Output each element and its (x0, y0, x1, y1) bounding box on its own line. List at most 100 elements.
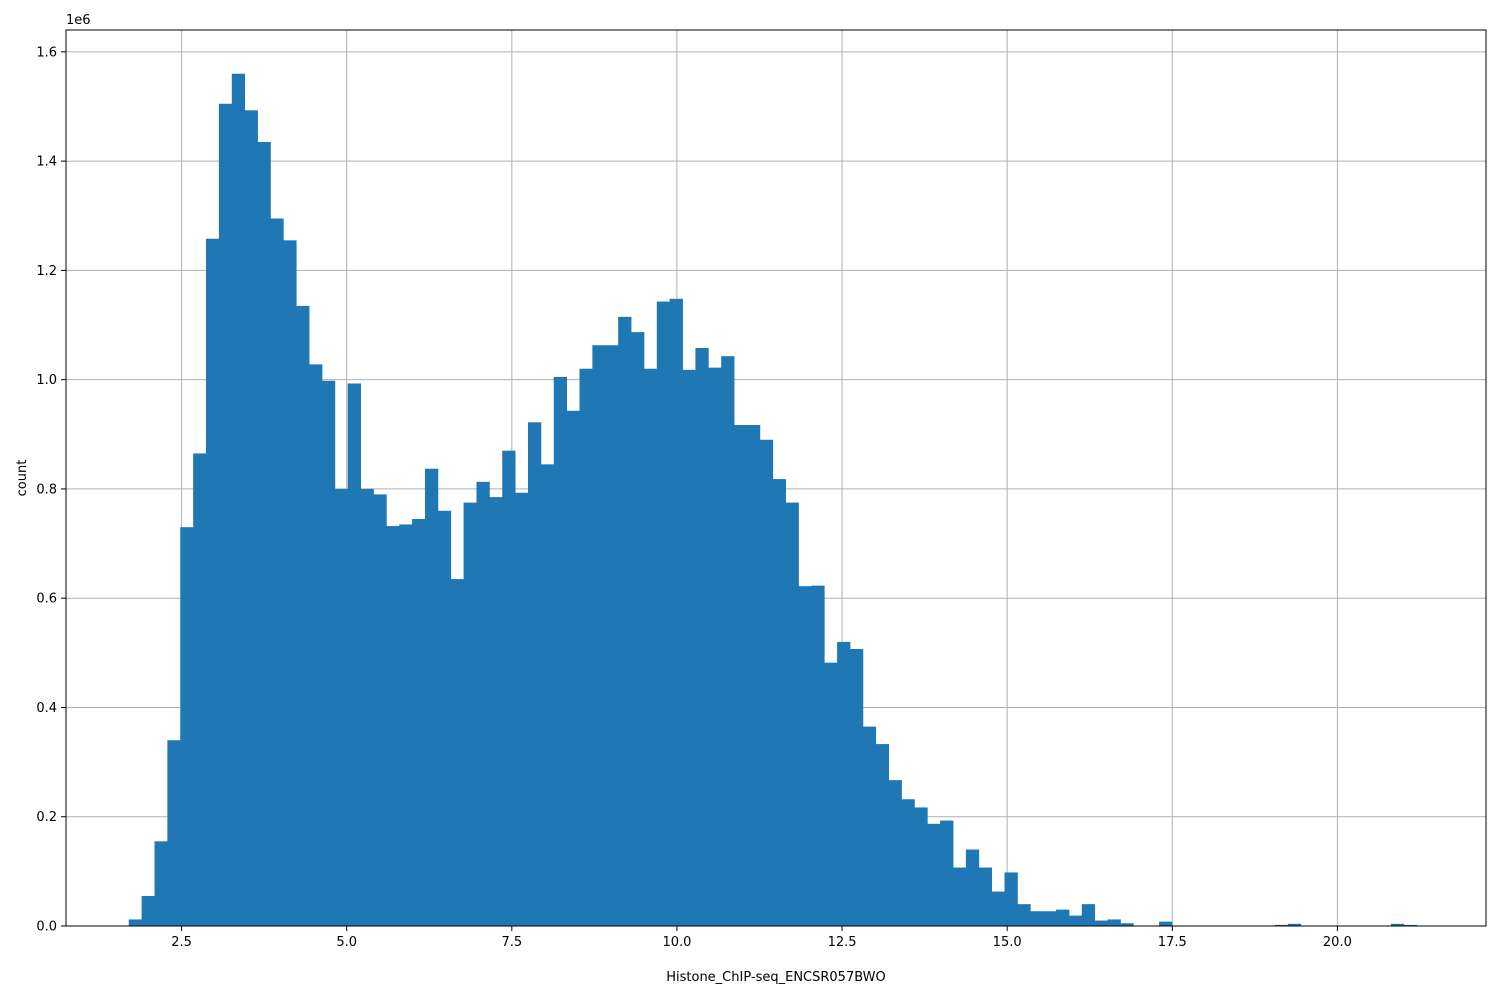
y-tick-label: 0.6 (36, 592, 57, 607)
histogram-bar (193, 453, 207, 926)
histogram-bar (991, 891, 1005, 926)
histogram-bar (631, 332, 645, 926)
histogram-bar (489, 497, 503, 926)
histogram-bar (347, 383, 361, 927)
histogram-bar (708, 367, 722, 926)
histogram-bar (1081, 904, 1096, 926)
histogram-bar (154, 841, 168, 926)
axis-ticks: 2.5 5.0 7.5 10.0 12.5 15.0 17.5 20.0 0.0 0.2 0.4 0.… (36, 45, 1352, 950)
histogram-bar (424, 468, 439, 926)
x-tick-label: 10.0 (662, 935, 691, 950)
histogram-bar (1043, 911, 1057, 926)
histogram-bar (656, 301, 671, 926)
histogram-bar (1159, 921, 1173, 926)
histogram-bar (1094, 920, 1108, 926)
histogram-bar (927, 823, 941, 926)
histogram-bar (592, 345, 606, 926)
histogram-bar (1017, 904, 1031, 926)
histogram-bar (296, 305, 310, 926)
histogram-bar (1287, 923, 1302, 926)
histogram-bar (257, 142, 271, 926)
histogram-bar (386, 526, 400, 926)
histogram-bar (1403, 924, 1418, 926)
histogram-bar (360, 488, 374, 926)
histogram-bar (618, 316, 632, 927)
histogram-bar (605, 345, 619, 926)
histogram-bar (334, 488, 349, 926)
histogram-bar (180, 527, 194, 926)
histogram-bar (682, 369, 696, 926)
histogram-bar (1030, 911, 1044, 926)
histogram-bar (244, 110, 258, 926)
histogram-bar (772, 479, 786, 926)
histogram-bar (978, 867, 993, 926)
x-tick-label: 5.0 (336, 935, 357, 950)
histogram-bar (1274, 924, 1289, 926)
histogram-bar (141, 895, 155, 926)
y-tick-label: 0.2 (36, 810, 57, 825)
x-tick-label: 17.5 (1158, 935, 1187, 950)
histogram-bar (206, 238, 220, 926)
x-tick-label: 7.5 (501, 935, 522, 950)
histogram-bar (759, 439, 774, 926)
histogram-bar (231, 73, 246, 926)
histogram-bar (965, 849, 980, 926)
histogram-bar (643, 368, 658, 927)
histogram-bar (283, 240, 297, 927)
histogram-bar (849, 649, 864, 926)
y-tick-label: 0.4 (36, 701, 57, 716)
histogram-bar (540, 464, 555, 926)
histogram-bar (862, 726, 877, 926)
histogram-bar (515, 492, 529, 926)
histogram-bar (837, 641, 851, 926)
plot-frame (65, 29, 1487, 927)
histogram-bar (914, 807, 928, 926)
histogram-bar (901, 799, 915, 926)
histogram-bar (940, 820, 954, 926)
histogram-bar (412, 518, 426, 926)
histogram-bar (463, 502, 477, 926)
histogram-bar (1120, 923, 1134, 926)
histogram-bar (218, 103, 233, 926)
histogram-bar (1056, 909, 1070, 926)
x-axis-label: Histone_ChIP-seq_ENCSR057BWO (666, 970, 886, 985)
histogram-bar (553, 376, 568, 926)
x-tick-label: 12.5 (828, 935, 857, 950)
histogram-bar (953, 867, 967, 926)
histogram-bar (798, 586, 812, 926)
y-scale-label: 1e6 (66, 13, 91, 28)
histogram-bar (746, 425, 761, 926)
y-tick-label: 1.6 (36, 45, 57, 60)
y-tick-label: 1.4 (36, 155, 57, 170)
x-tick-label: 2.5 (171, 935, 192, 950)
y-tick-label: 0.0 (36, 920, 57, 935)
y-tick-label: 1.0 (36, 373, 57, 388)
histogram-bar (785, 502, 799, 926)
histogram-bar (1107, 919, 1121, 926)
histogram-bar (373, 494, 387, 926)
y-tick-label: 0.8 (36, 482, 57, 497)
histogram-bar (321, 380, 336, 926)
histogram-bar (128, 919, 143, 926)
histogram-bar (669, 298, 683, 926)
histogram-bar (450, 579, 464, 926)
histogram-bar (309, 364, 323, 926)
y-tick-label: 1.2 (36, 264, 57, 279)
histogram-bar (1004, 872, 1018, 926)
histogram-bar (875, 744, 890, 926)
histogram-bar (695, 347, 709, 927)
x-tick-label: 20.0 (1323, 935, 1352, 950)
histogram-bar (437, 510, 452, 926)
histogram-bar (167, 740, 181, 926)
histogram-bar (476, 481, 490, 926)
histogram-bar (399, 524, 413, 926)
histogram-bar (566, 410, 580, 926)
histogram-bar (1390, 923, 1405, 926)
histogram-bar (502, 450, 516, 926)
histogram-bar (888, 780, 902, 926)
histogram-bar (1068, 915, 1083, 926)
y-axis-label: count (15, 460, 30, 497)
x-tick-label: 15.0 (993, 935, 1022, 950)
histogram-bar (270, 218, 284, 927)
